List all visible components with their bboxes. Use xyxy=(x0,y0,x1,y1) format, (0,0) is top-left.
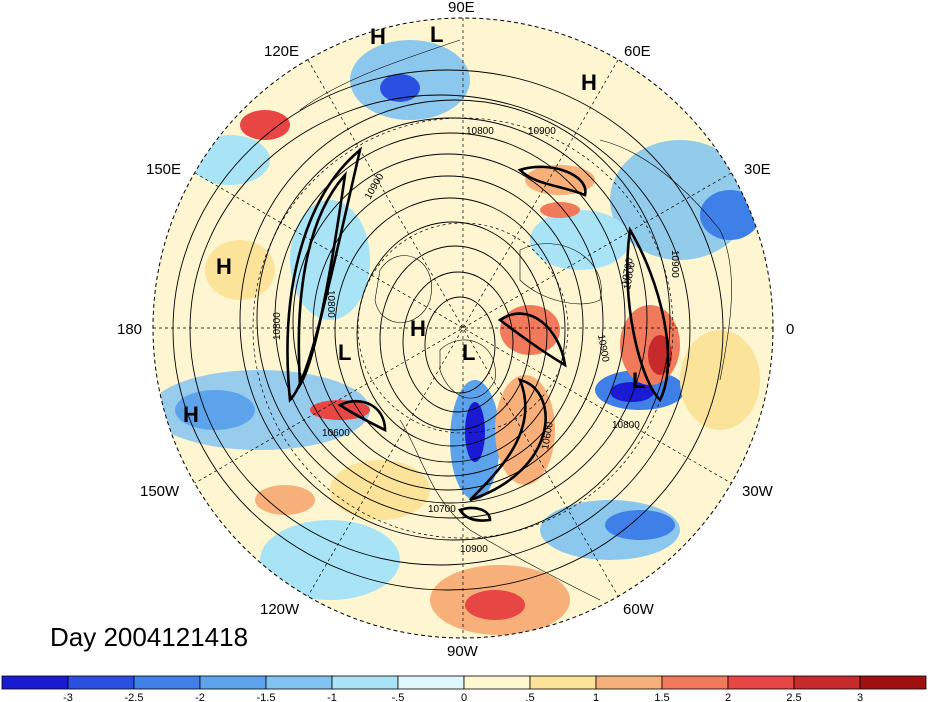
high-marker: H xyxy=(216,254,232,279)
contour-label: 10900 xyxy=(528,126,556,137)
anomaly-shading xyxy=(153,40,760,635)
contour-label: 10800 xyxy=(272,312,283,340)
colorbar-tick-label: -3 xyxy=(63,692,73,702)
colorbar-tick-label: -2 xyxy=(195,692,205,702)
colorbar-tick-label: 3 xyxy=(857,692,863,702)
contour-label: 10800 xyxy=(325,290,336,318)
contour-value-labels: 10800 10900 10900 10900 10800 10900 1080… xyxy=(272,126,680,555)
contour-label: 10700 xyxy=(428,504,456,515)
low-marker: L xyxy=(430,22,443,47)
colorbar-swatch xyxy=(793,675,861,690)
contour-label: 10900 xyxy=(669,250,680,278)
map-disk xyxy=(153,18,773,638)
colorbar-tick-label: 2.5 xyxy=(786,692,801,702)
contour-label: 10600 xyxy=(540,421,556,451)
date-label: Day 2004121418 xyxy=(50,622,248,652)
lon-label-180: 180 xyxy=(117,321,142,338)
lon-label-60e: 60E xyxy=(624,43,651,60)
high-marker: H xyxy=(183,402,199,427)
colorbar: -3 -2.5 -2 -1.5 -1 -.5 0 .5 1 1.5 2 2.5 3 xyxy=(1,675,927,702)
colorbar-swatch xyxy=(331,675,399,690)
colorbar-tick-label: 0 xyxy=(461,692,467,702)
colorbar-tick-label: -1 xyxy=(327,692,337,702)
lon-label-0: 0 xyxy=(786,321,794,338)
colorbar-tick-label: 1.5 xyxy=(654,692,669,702)
contour-label: 10900 xyxy=(460,544,488,555)
lon-label-150e: 150E xyxy=(146,161,181,178)
contour-label: 10800 xyxy=(612,420,640,431)
lon-label-60w: 60W xyxy=(623,601,655,618)
colorbar-swatch xyxy=(529,675,597,690)
high-marker: H xyxy=(581,70,597,95)
colorbar-swatch xyxy=(265,675,333,690)
colorbar-tick-label: 1 xyxy=(593,692,599,702)
colorbar-swatch xyxy=(859,675,927,690)
lon-label-120w: 120W xyxy=(260,601,300,618)
high-marker: H xyxy=(410,316,426,341)
colorbar-swatch xyxy=(133,675,201,690)
coastlines xyxy=(299,39,732,601)
graticule xyxy=(153,18,773,638)
lon-label-90w: 90W xyxy=(447,643,479,660)
colorbar-swatch xyxy=(727,675,795,690)
contour-label: 10900 xyxy=(595,334,611,364)
colorbar-tick-label: -2.5 xyxy=(125,692,144,702)
lon-label-150w: 150W xyxy=(140,483,180,500)
lon-label-90e: 90E xyxy=(448,0,475,16)
lon-label-120e: 120E xyxy=(264,43,299,60)
contour-label: 10600 xyxy=(322,428,350,439)
colorbar-swatch xyxy=(67,675,135,690)
lon-label-30e: 30E xyxy=(744,161,771,178)
contour-label: 10700 xyxy=(620,257,636,287)
colorbar-tick-label: 2 xyxy=(725,692,731,702)
colorbar-swatch xyxy=(397,675,465,690)
height-contours xyxy=(172,69,724,591)
contour-label: 10800 xyxy=(622,261,638,291)
colorbar-swatch xyxy=(463,675,531,690)
map-boundary xyxy=(152,17,774,639)
colorbar-swatch xyxy=(199,675,267,690)
colorbar-tick-label: -1.5 xyxy=(257,692,276,702)
low-marker: L xyxy=(632,368,645,393)
colorbar-swatch xyxy=(1,675,69,690)
low-marker: L xyxy=(338,340,351,365)
colorbar-tick-label: .5 xyxy=(525,692,534,702)
contour-label: 10800 xyxy=(466,126,494,137)
colorbar-swatch xyxy=(661,675,729,690)
lon-label-30w: 30W xyxy=(742,483,774,500)
colorbar-tick-label: -.5 xyxy=(392,692,405,702)
colorbar-swatch xyxy=(595,675,663,690)
low-marker: L xyxy=(462,340,475,365)
pressure-system-labels: H L H H L H L H L xyxy=(183,22,645,427)
high-marker: H xyxy=(370,24,386,49)
longitude-labels: 90E 60E 30E 0 30W 60W 90W 120W 150W 180 … xyxy=(117,0,794,660)
